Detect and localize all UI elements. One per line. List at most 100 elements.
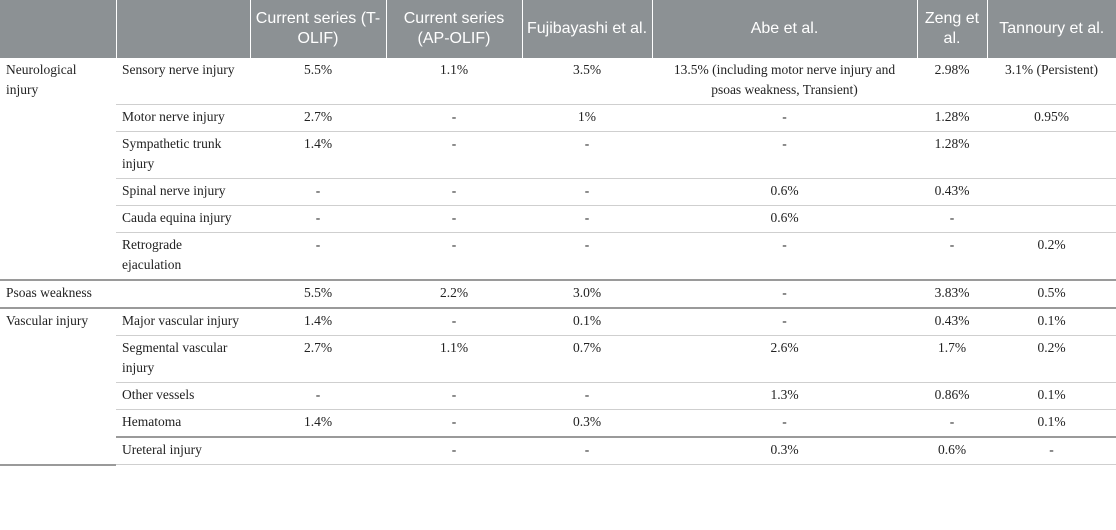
group-label: Ureteral injury	[116, 437, 250, 465]
cell-value: 1.1%	[386, 335, 522, 383]
cell-value: 2.7%	[250, 335, 386, 383]
group-label: Neurological injury	[0, 58, 116, 281]
cell-value: -	[652, 308, 917, 336]
cell-value: 0.43%	[917, 178, 987, 206]
cell-value: -	[250, 178, 386, 206]
table-row: Psoas weakness 5.5% 2.2% 3.0% - 3.83% 0.…	[0, 280, 1116, 309]
cell-value: 1.28%	[917, 131, 987, 179]
cell-value: -	[386, 131, 522, 179]
cell-value: -	[522, 232, 652, 281]
table-row: Ureteral injury - - 0.3% 0.6% - -	[0, 437, 1116, 465]
row-label	[116, 280, 250, 309]
cell-value: 1.4%	[250, 409, 386, 438]
cell-value: 0.6%	[652, 178, 917, 206]
cell-value: 0.1%	[987, 382, 1116, 410]
cell-value: -	[987, 437, 1116, 465]
header-group	[0, 0, 117, 58]
row-label: Motor nerve injury	[116, 104, 250, 132]
row-label: Spinal nerve injury	[116, 178, 250, 206]
table-row: Motor nerve injury 2.7% - 1% - 1.28% 0.9…	[0, 104, 1116, 132]
cell-value: -	[522, 205, 652, 233]
table-row: Neurological injury Sensory nerve injury…	[0, 58, 1116, 281]
cell-value: -	[250, 382, 386, 410]
cell-value: 0.86%	[917, 382, 987, 410]
row-label: Segmental vascular injury	[116, 335, 250, 383]
cell-value: 1.4%	[250, 131, 386, 179]
cell-value: -	[386, 178, 522, 206]
header-row: Current series (T-OLIF) Current series (…	[0, 0, 1116, 58]
cell-value	[987, 205, 1116, 233]
cell-value: 0.1%	[987, 409, 1116, 438]
cell-value: 2.7%	[250, 104, 386, 132]
cell-value: -	[386, 104, 522, 132]
cell-value: 0.1%	[987, 308, 1116, 336]
cell-value: -	[250, 232, 386, 281]
cell-value: -	[250, 205, 386, 233]
cell-value: 0.95%	[987, 104, 1116, 132]
cell-value: -	[917, 232, 987, 281]
cell-value: 2.6%	[652, 335, 917, 383]
cell-value: -	[386, 205, 522, 233]
group-label: Vascular injury	[0, 308, 116, 466]
table-row: Hematoma 1.4% - 0.3% - - 0.1%	[0, 409, 1116, 438]
row-label: Cauda equina injury	[116, 205, 250, 233]
cell-value: -	[522, 178, 652, 206]
cell-value: 0.5%	[987, 280, 1116, 309]
row-label: Other vessels	[116, 382, 250, 410]
cell-value: 5.5%	[250, 58, 386, 105]
cell-value: 0.2%	[987, 232, 1116, 281]
row-label: Hematoma	[116, 409, 250, 438]
cell-value: 1.1%	[386, 58, 522, 105]
cell-value: 3.1% (Persistent)	[987, 58, 1116, 105]
header-fujibayashi: Fujibayashi et al.	[522, 0, 653, 58]
table-row: Retrograde ejaculation - - - - - 0.2%	[0, 232, 1116, 281]
cell-value	[987, 178, 1116, 206]
cell-value: 2.2%	[386, 280, 522, 309]
cell-value: -	[652, 232, 917, 281]
row-label: Sympathetic trunk injury	[116, 131, 250, 179]
cell-value: 0.1%	[522, 308, 652, 336]
cell-value: -	[386, 409, 522, 438]
cell-value: -	[917, 409, 987, 438]
cell-value: 13.5% (including motor nerve injury and …	[652, 58, 917, 105]
cell-value: -	[386, 232, 522, 281]
complications-table: Current series (T-OLIF) Current series (…	[0, 0, 1116, 466]
cell-value: -	[386, 382, 522, 410]
cell-value: 2.98%	[917, 58, 987, 105]
cell-value	[987, 131, 1116, 179]
cell-value: 0.6%	[652, 205, 917, 233]
cell-value: 3.0%	[522, 280, 652, 309]
table-row: Spinal nerve injury - - - 0.6% 0.43%	[0, 178, 1116, 206]
table-row: Sympathetic trunk injury 1.4% - - - 1.28…	[0, 131, 1116, 179]
table-row: Vascular injury Major vascular injury 1.…	[0, 308, 1116, 466]
cell-value: 0.3%	[652, 437, 917, 465]
cell-value: -	[652, 409, 917, 438]
cell-value: -	[386, 308, 522, 336]
cell-value: -	[522, 131, 652, 179]
cell-value: -	[522, 382, 652, 410]
header-abe: Abe et al.	[652, 0, 918, 58]
row-label: Retrograde ejaculation	[116, 232, 250, 281]
cell-value: -	[386, 437, 522, 465]
cell-value: 5.5%	[250, 280, 386, 309]
cell-value: -	[652, 131, 917, 179]
cell-value: 0.43%	[917, 308, 987, 336]
header-subtype	[116, 0, 251, 58]
cell-value: -	[522, 437, 652, 465]
cell-value: 1.4%	[250, 308, 386, 336]
cell-value: 1.28%	[917, 104, 987, 132]
cell-value: 0.3%	[522, 409, 652, 438]
cell-value: -	[917, 205, 987, 233]
cell-value: -	[652, 280, 917, 309]
cell-value: 3.5%	[522, 58, 652, 105]
table-row: Other vessels - - - 1.3% 0.86% 0.1%	[0, 382, 1116, 410]
header-ap-olif: Current series (AP-OLIF)	[386, 0, 523, 58]
cell-value: 1%	[522, 104, 652, 132]
cell-value: -	[652, 104, 917, 132]
header-t-olif: Current series (T-OLIF)	[250, 0, 387, 58]
cell-value: 1.7%	[917, 335, 987, 383]
cell-value: 1.3%	[652, 382, 917, 410]
table-row: Segmental vascular injury 2.7% 1.1% 0.7%…	[0, 335, 1116, 383]
table-row: Cauda equina injury - - - 0.6% -	[0, 205, 1116, 233]
cell-value: 3.83%	[917, 280, 987, 309]
